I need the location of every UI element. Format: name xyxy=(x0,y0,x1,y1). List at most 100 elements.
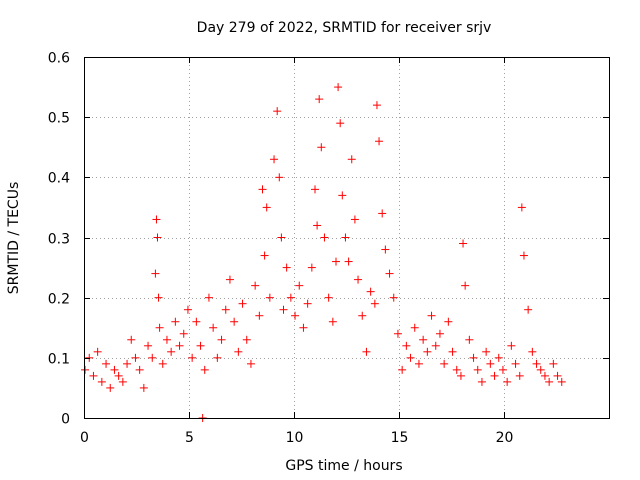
data-point xyxy=(213,353,222,362)
x-tick-label: 5 xyxy=(185,430,194,446)
data-point xyxy=(303,299,312,308)
data-point xyxy=(151,269,160,278)
data-point xyxy=(93,347,102,356)
data-point xyxy=(456,371,465,380)
data-point xyxy=(171,317,180,326)
data-point xyxy=(135,365,144,374)
data-point xyxy=(313,221,322,230)
data-point xyxy=(188,353,197,362)
data-point xyxy=(221,305,230,314)
data-point xyxy=(375,137,384,146)
data-point xyxy=(260,251,269,260)
data-point xyxy=(265,293,274,302)
data-point xyxy=(385,269,394,278)
data-point xyxy=(279,305,288,314)
data-point xyxy=(469,353,478,362)
data-point xyxy=(427,311,436,320)
data-point xyxy=(498,365,507,374)
data-point xyxy=(362,347,371,356)
data-point xyxy=(389,293,398,302)
data-point xyxy=(350,215,359,224)
data-point xyxy=(431,341,440,350)
data-point xyxy=(406,353,415,362)
x-tick-label: 0 xyxy=(80,430,89,446)
data-point xyxy=(154,293,163,302)
data-point xyxy=(153,233,162,242)
data-point xyxy=(110,365,119,374)
data-point xyxy=(482,347,491,356)
data-point xyxy=(273,107,282,116)
data-point xyxy=(486,359,495,368)
data-point xyxy=(402,341,411,350)
data-point xyxy=(328,317,337,326)
data-point xyxy=(440,359,449,368)
data-point xyxy=(282,263,291,272)
data-point xyxy=(106,383,115,392)
data-point xyxy=(507,341,516,350)
data-point xyxy=(372,101,381,110)
data-point xyxy=(338,191,347,200)
data-point xyxy=(557,377,566,386)
data-point xyxy=(217,335,226,344)
chart-title: Day 279 of 2022, SRMTID for receiver srj… xyxy=(197,20,492,36)
data-point xyxy=(452,365,461,374)
data-point xyxy=(549,359,558,368)
data-point xyxy=(238,299,247,308)
data-points xyxy=(81,83,566,422)
data-point xyxy=(398,365,407,374)
data-point xyxy=(230,317,239,326)
data-point xyxy=(370,299,379,308)
data-point xyxy=(127,335,136,344)
data-point xyxy=(234,347,243,356)
data-point xyxy=(286,293,295,302)
data-point xyxy=(519,251,528,260)
data-point xyxy=(344,257,353,266)
data-point xyxy=(553,371,562,380)
data-point xyxy=(545,377,554,386)
data-point xyxy=(167,347,176,356)
data-point xyxy=(358,311,367,320)
data-point xyxy=(465,335,474,344)
data-point xyxy=(459,239,468,248)
data-point xyxy=(311,185,319,194)
data-point xyxy=(524,305,533,314)
y-tick-label: 0.5 xyxy=(48,111,70,127)
data-point xyxy=(354,275,363,284)
x-tick-label: 15 xyxy=(391,430,409,446)
y-tick-label: 0.2 xyxy=(48,292,70,308)
y-tick-label: 0.6 xyxy=(48,51,70,67)
data-point xyxy=(209,323,218,332)
data-point xyxy=(102,359,111,368)
data-point xyxy=(258,185,267,194)
x-tick-label: 20 xyxy=(496,430,514,446)
axis-ticks: 0 0.1 0.2 0.3 0.4 0.5 0.6 0 5 10 15 20 xyxy=(48,51,609,446)
data-point xyxy=(435,329,444,338)
data-point xyxy=(536,365,545,374)
data-point xyxy=(155,323,164,332)
data-point xyxy=(270,155,279,164)
x-tick-label: 10 xyxy=(286,430,304,446)
data-point xyxy=(494,353,503,362)
data-point xyxy=(175,341,184,350)
data-point xyxy=(341,233,350,242)
data-point xyxy=(461,281,470,290)
data-point xyxy=(246,359,255,368)
data-point xyxy=(517,203,526,212)
data-point xyxy=(299,323,308,332)
data-point xyxy=(81,365,90,374)
data-point xyxy=(144,341,153,350)
data-point xyxy=(347,155,356,164)
data-point xyxy=(515,371,524,380)
data-point xyxy=(317,143,326,152)
data-point xyxy=(275,173,284,182)
data-point xyxy=(528,347,537,356)
data-point xyxy=(139,383,148,392)
y-tick-label: 0.4 xyxy=(48,171,70,187)
y-tick-label: 0 xyxy=(61,412,70,428)
data-point xyxy=(540,371,549,380)
data-point xyxy=(242,335,251,344)
data-point xyxy=(85,353,94,362)
data-point xyxy=(148,353,157,362)
data-point xyxy=(255,311,264,320)
